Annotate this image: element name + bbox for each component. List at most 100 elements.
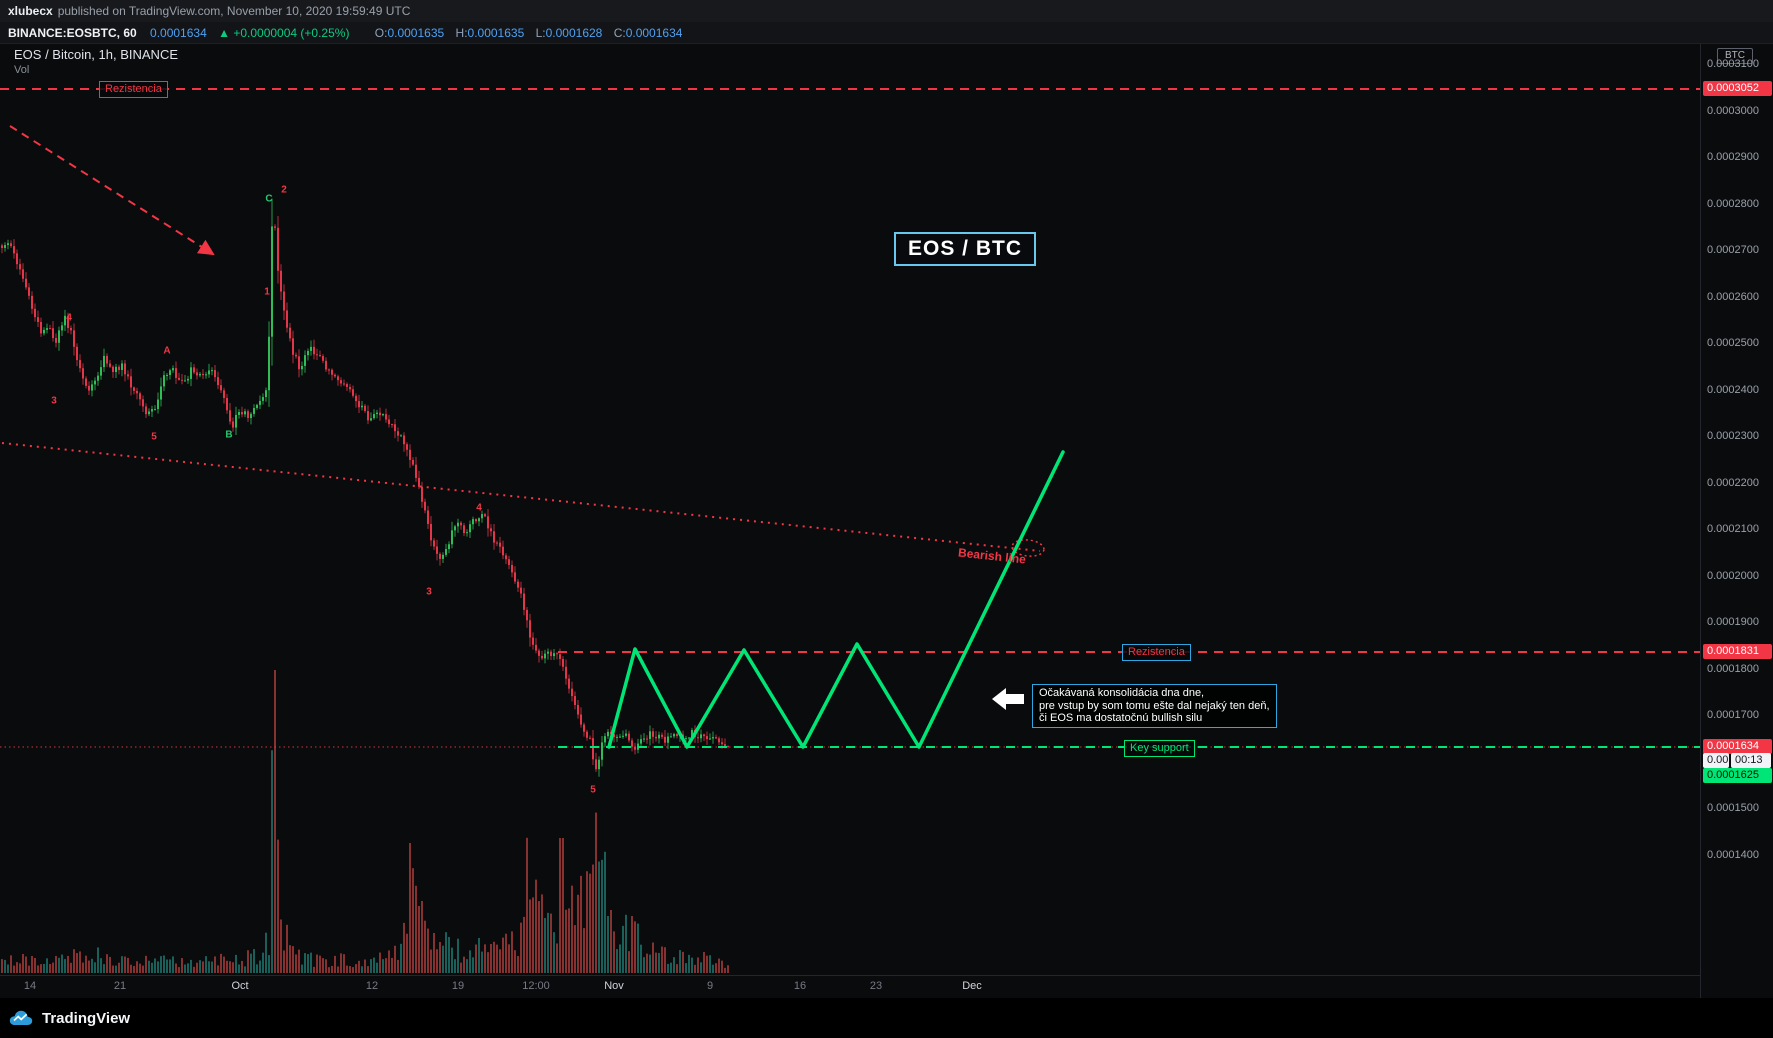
candle xyxy=(76,343,78,367)
open-label: O: xyxy=(374,26,388,40)
bearish-line-label[interactable]: Bearish line xyxy=(957,545,1027,567)
candle xyxy=(673,732,675,739)
price-axis[interactable]: BTC 0.0003100 0.0003000 0.0002900 0.0002800… xyxy=(1700,44,1773,998)
volume-bar xyxy=(514,950,516,973)
time-axis-label: 23 xyxy=(869,980,883,992)
volume-bar xyxy=(496,944,498,973)
candle xyxy=(238,409,240,419)
wave-label-3[interactable]: 3 xyxy=(426,586,432,598)
analysis-note-box[interactable]: Očakávaná konsolidácia dna dne, pre vstu… xyxy=(1032,684,1277,728)
publisher-username[interactable]: xlubecx xyxy=(8,4,53,18)
volume-bar xyxy=(337,966,339,973)
wave-label-3[interactable]: 3 xyxy=(51,395,57,407)
price-axis-label: 0.0002600 xyxy=(1707,291,1759,303)
volume-bar xyxy=(577,894,579,973)
white-arrow-left-icon[interactable] xyxy=(991,686,1025,712)
candle xyxy=(181,374,183,385)
volume-bar xyxy=(601,859,603,973)
candle xyxy=(493,524,495,550)
volume-bar xyxy=(328,967,330,973)
time-axis[interactable]: 14 21 Oct 12 19 12:00 Nov 9 16 23 Dec xyxy=(0,975,1700,999)
volume-bar xyxy=(412,868,414,973)
volume-study-label[interactable]: Vol xyxy=(14,64,30,76)
candle xyxy=(670,732,672,738)
note-line-3: či EOS ma dostatočnú bullish silu xyxy=(1039,712,1203,724)
wave-label-4[interactable]: 4 xyxy=(476,502,482,514)
volume-bar xyxy=(571,885,573,973)
candle xyxy=(430,516,432,547)
candle xyxy=(310,340,312,356)
wave-label-2[interactable]: 2 xyxy=(281,184,287,196)
volume-bar xyxy=(199,960,201,973)
pane-title[interactable]: EOS / Bitcoin, 1h, BINANCE xyxy=(14,47,179,62)
note-line-2: pre vstup by som tomu ešte dal nejaký te… xyxy=(1039,699,1270,712)
footer-brand-text[interactable]: TradingView xyxy=(42,1009,131,1027)
volume-bar xyxy=(574,925,576,973)
volume-bar xyxy=(325,959,327,973)
candle xyxy=(103,348,105,372)
candle xyxy=(4,242,6,252)
volume-bar xyxy=(520,922,522,973)
tradingview-logo[interactable] xyxy=(8,1006,34,1030)
volume-bar xyxy=(631,915,633,973)
trend-arrow[interactable] xyxy=(9,125,215,256)
volume-bar xyxy=(388,950,390,973)
key-support-label[interactable]: Key support xyxy=(1124,740,1195,757)
candle xyxy=(208,363,210,378)
candle xyxy=(112,365,114,378)
volume-bar xyxy=(166,959,168,973)
volume-bar xyxy=(262,952,264,973)
volume-bar xyxy=(661,946,663,973)
wave-label-5[interactable]: 5 xyxy=(590,784,596,796)
resistance-mid-label[interactable]: Rezistencia xyxy=(1122,644,1191,661)
wave-label-1[interactable]: 1 xyxy=(264,286,270,298)
volume-bar xyxy=(13,965,15,973)
candle xyxy=(199,372,201,378)
candle xyxy=(214,365,216,382)
wave-label-4[interactable]: 4 xyxy=(66,312,72,324)
chart-pane[interactable]: EOS / Bitcoin, 1h, BINANCE Vol Rezistenc… xyxy=(0,44,1700,975)
volume-bar xyxy=(190,959,192,973)
candle xyxy=(406,442,408,457)
candle xyxy=(655,731,657,742)
candle xyxy=(244,408,246,418)
price-axis-label: 0.0003100 xyxy=(1707,58,1759,70)
wave-label-5[interactable]: 5 xyxy=(151,431,157,443)
wave-label-b[interactable]: B xyxy=(225,429,233,441)
price-axis-label: 0.0002000 xyxy=(1707,570,1759,582)
candle xyxy=(484,512,486,518)
volume-bar xyxy=(385,958,387,973)
volume-bar xyxy=(565,909,567,973)
volume-bar xyxy=(286,924,288,973)
symbol-watermark-box[interactable]: EOS / BTC xyxy=(894,232,1037,266)
wave-label-a[interactable]: A xyxy=(163,345,171,357)
volume-bar xyxy=(88,960,90,973)
bearish-trendline[interactable] xyxy=(1,442,1041,552)
volume-bar xyxy=(541,894,543,973)
candle xyxy=(88,381,90,395)
candle xyxy=(409,444,411,468)
candle xyxy=(535,638,537,654)
wave-label-c[interactable]: C xyxy=(265,193,273,205)
change-value: +0.0000004 (+0.25%) xyxy=(233,26,350,40)
candle xyxy=(571,681,573,702)
volume-bar xyxy=(724,967,726,973)
volume-bar xyxy=(10,955,12,973)
volume-bar xyxy=(112,965,114,973)
volume-bar xyxy=(535,879,537,973)
volume-bar xyxy=(727,965,729,973)
resistance-top-label[interactable]: Rezistencia xyxy=(99,81,168,98)
volume-bar xyxy=(274,670,276,973)
volume-bar xyxy=(526,837,528,973)
volume-bar xyxy=(124,956,126,973)
candle xyxy=(142,395,144,413)
volume-bar xyxy=(1,959,3,973)
volume-bar xyxy=(649,954,651,973)
candle xyxy=(490,524,492,537)
candle xyxy=(58,326,60,351)
candle xyxy=(157,392,159,414)
symbol-title[interactable]: BINANCE:EOSBTC, 60 xyxy=(8,26,137,40)
volume-bar xyxy=(157,961,159,973)
candle xyxy=(544,649,546,664)
volume-bar xyxy=(373,957,375,973)
